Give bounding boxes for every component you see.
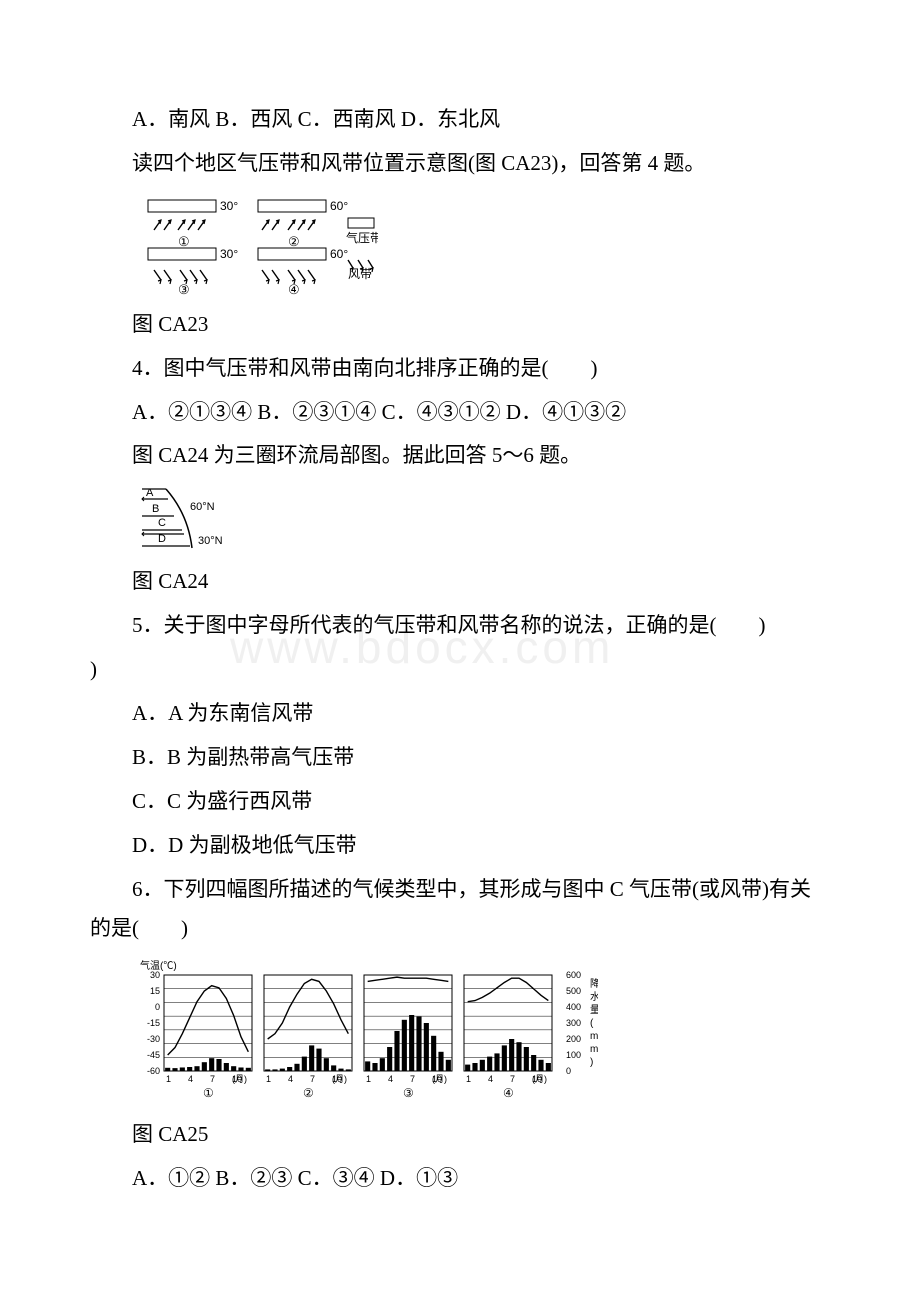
figure-ca24-label: 图 CA24 bbox=[90, 562, 830, 602]
svg-text:200: 200 bbox=[566, 1034, 581, 1044]
svg-text:-45: -45 bbox=[147, 1050, 160, 1060]
svg-text:7: 7 bbox=[510, 1074, 515, 1084]
svg-text:1: 1 bbox=[166, 1074, 171, 1084]
figure-ca25-label: 图 CA25 bbox=[90, 1115, 830, 1155]
figure-ca23-label: 图 CA23 bbox=[90, 305, 830, 345]
svg-text:100: 100 bbox=[566, 1050, 581, 1060]
svg-text:7: 7 bbox=[410, 1074, 415, 1084]
svg-text:30°: 30° bbox=[220, 247, 238, 261]
q5-optD: D．D 为副极地低气压带 bbox=[90, 826, 830, 866]
svg-text:600: 600 bbox=[566, 970, 581, 980]
svg-text:500: 500 bbox=[566, 986, 581, 996]
svg-text:15: 15 bbox=[150, 986, 160, 996]
svg-text:): ) bbox=[590, 1057, 593, 1068]
svg-text:30°N: 30°N bbox=[198, 535, 223, 547]
svg-text:400: 400 bbox=[566, 1002, 581, 1012]
svg-text:4: 4 bbox=[488, 1074, 493, 1084]
q4-text: 4．图中气压带和风带由南向北排序正确的是( ) bbox=[90, 349, 830, 389]
svg-text:①: ① bbox=[178, 234, 190, 249]
q5-text: 5．关于图中字母所代表的气压带和风带名称的说法，正确的是( ) bbox=[90, 606, 830, 646]
svg-text:60°N: 60°N bbox=[190, 501, 215, 513]
svg-text:C: C bbox=[158, 517, 166, 529]
svg-text:1: 1 bbox=[366, 1074, 371, 1084]
svg-text:B: B bbox=[152, 503, 159, 515]
svg-text:③: ③ bbox=[178, 282, 190, 297]
q6-options: A．①② B．②③ C．③④ D．①③ bbox=[90, 1159, 830, 1199]
q3-options: A．南风 B．西风 C．西南风 D．东北风 bbox=[90, 100, 830, 140]
svg-text:300: 300 bbox=[566, 1018, 581, 1028]
figure-ca25: 气温(℃)30150-15-30-45-60600500400300200100… bbox=[138, 957, 830, 1107]
q5-optA: A．A 为东南信风带 bbox=[90, 694, 830, 734]
svg-text:②: ② bbox=[288, 234, 300, 249]
svg-text:④: ④ bbox=[503, 1086, 514, 1100]
svg-text:60°: 60° bbox=[330, 247, 348, 261]
svg-text:30: 30 bbox=[150, 970, 160, 980]
svg-text:4: 4 bbox=[288, 1074, 293, 1084]
svg-text:-30: -30 bbox=[147, 1034, 160, 1044]
svg-text:气压带: 气压带 bbox=[346, 230, 378, 245]
svg-text:(月): (月) bbox=[432, 1074, 447, 1084]
q4-options: A．②①③④ B．②③①④ C．④③①② D．④①③② bbox=[90, 393, 830, 433]
svg-text:4: 4 bbox=[188, 1074, 193, 1084]
svg-text:60°: 60° bbox=[330, 199, 348, 213]
svg-text:(月): (月) bbox=[532, 1074, 547, 1084]
q5-paren: ) bbox=[90, 650, 830, 690]
svg-text:②: ② bbox=[303, 1086, 314, 1100]
q5-optB: B．B 为副热带高气压带 bbox=[90, 738, 830, 778]
svg-text:A: A bbox=[146, 487, 154, 499]
svg-text:(: ( bbox=[590, 1018, 594, 1029]
svg-text:7: 7 bbox=[310, 1074, 315, 1084]
svg-text:量: 量 bbox=[590, 1004, 598, 1016]
svg-text:①: ① bbox=[203, 1086, 214, 1100]
svg-text:7: 7 bbox=[210, 1074, 215, 1084]
q5-optC: C．C 为盛行西风带 bbox=[90, 782, 830, 822]
figure-ca24: ABCD 60°N 30°N bbox=[138, 484, 830, 554]
svg-text:1: 1 bbox=[466, 1074, 471, 1084]
svg-text:0: 0 bbox=[566, 1066, 571, 1076]
svg-text:③: ③ bbox=[403, 1086, 414, 1100]
svg-text:水: 水 bbox=[590, 991, 598, 1003]
intro-q56: 图 CA24 为三圈环流局部图。据此回答 5～6 题。 bbox=[90, 436, 830, 476]
svg-text:风带: 风带 bbox=[348, 267, 372, 281]
svg-text:1: 1 bbox=[266, 1074, 271, 1084]
svg-text:(月): (月) bbox=[232, 1074, 247, 1084]
svg-text:m: m bbox=[590, 1031, 598, 1042]
svg-text:D: D bbox=[158, 533, 166, 545]
svg-text:m: m bbox=[590, 1044, 598, 1055]
svg-text:-15: -15 bbox=[147, 1018, 160, 1028]
svg-text:-60: -60 bbox=[147, 1066, 160, 1076]
svg-text:4: 4 bbox=[388, 1074, 393, 1084]
svg-text:0: 0 bbox=[155, 1002, 160, 1012]
intro-q4: 读四个地区气压带和风带位置示意图(图 CA23)，回答第 4 题。 bbox=[90, 144, 830, 184]
q6-text: 6．下列四幅图所描述的气候类型中，其形成与图中 C 气压带(或风带)有关的是( … bbox=[90, 870, 830, 950]
svg-text:30°: 30° bbox=[220, 199, 238, 213]
figure-ca23: 30° 60° 30° 60° ① ② ③ ④ 气压带风带 bbox=[138, 192, 830, 297]
svg-text:降: 降 bbox=[590, 977, 598, 990]
svg-text:④: ④ bbox=[288, 282, 300, 297]
svg-text:(月): (月) bbox=[332, 1074, 347, 1084]
